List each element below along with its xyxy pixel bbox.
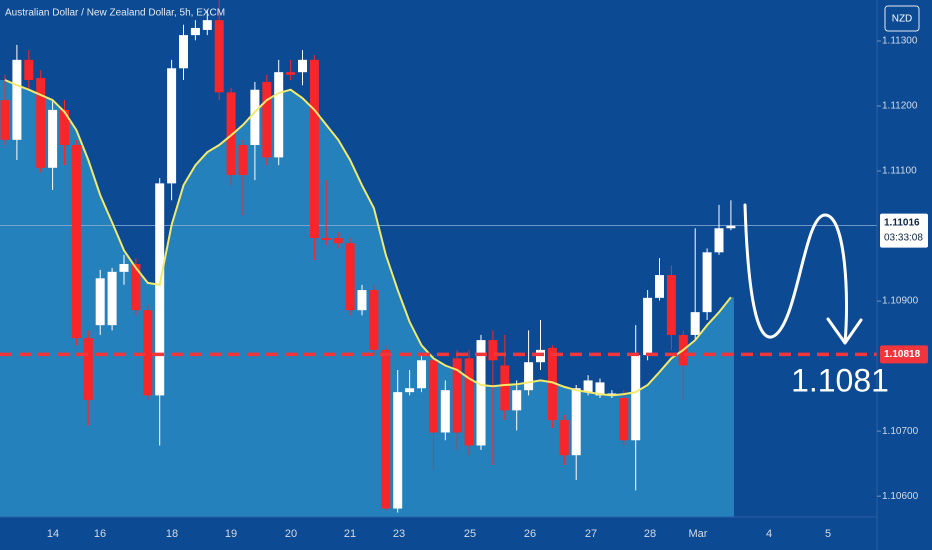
x-tick-label: 23	[393, 528, 405, 540]
y-tick-label: 1.10700	[882, 426, 919, 437]
last-price-box	[880, 213, 928, 248]
y-tick-label: 1.11200	[882, 101, 918, 112]
candle-body	[369, 290, 379, 350]
candle-body	[143, 310, 153, 396]
y-tick-label: 1.11300	[882, 36, 918, 47]
candle-body	[24, 59, 34, 80]
x-tick-label: 28	[644, 528, 656, 540]
level-label: 1.10818	[884, 349, 921, 360]
candle-body	[286, 72, 296, 75]
y-tick-label: 1.11100	[882, 166, 917, 177]
candle-body	[547, 347, 557, 421]
candle-body	[619, 397, 629, 441]
candle-body	[202, 20, 212, 30]
candle-body	[167, 68, 177, 184]
candle-body	[262, 81, 272, 158]
candle-body	[226, 92, 236, 175]
annotation: 1.1081	[791, 362, 889, 398]
candle-body	[488, 340, 498, 361]
x-tick-label: 14	[47, 528, 59, 540]
candle-body	[524, 362, 534, 391]
last-price-label: 1.11016	[884, 217, 920, 228]
x-tick-label: 26	[524, 528, 536, 540]
candle-body	[500, 365, 510, 411]
x-tick-label: 21	[344, 528, 356, 540]
candle-body	[238, 145, 248, 175]
candle-body	[36, 78, 46, 168]
candle-body	[702, 252, 712, 313]
candle-body	[309, 59, 319, 239]
candle-body	[714, 228, 724, 253]
candle-body	[119, 264, 129, 272]
candle-body	[643, 297, 653, 356]
candle-body	[250, 89, 260, 146]
candle-body	[726, 225, 736, 229]
candle-body	[0, 100, 10, 140]
candle-body	[333, 238, 343, 244]
candle-body	[60, 109, 69, 146]
candle-body	[666, 275, 676, 335]
candle-body	[107, 271, 117, 326]
candle-body	[464, 358, 474, 446]
candle-body	[155, 183, 165, 396]
level-box	[880, 345, 928, 364]
candle-body	[71, 145, 81, 339]
x-tick-label: 5	[825, 528, 831, 540]
x-tick-label: 25	[464, 528, 476, 540]
candle-body	[428, 360, 438, 433]
x-tick-label: 19	[225, 528, 237, 540]
plot-area	[0, 0, 877, 517]
x-tick-label: 18	[166, 528, 178, 540]
candle-body	[214, 20, 224, 93]
candle-body	[512, 390, 522, 411]
candle-body	[405, 388, 415, 393]
candle-body	[274, 72, 284, 158]
candle-body	[357, 290, 367, 311]
candle-body	[631, 355, 641, 441]
candle-body	[381, 349, 391, 509]
candle-body	[298, 59, 307, 73]
candle-body	[393, 392, 403, 509]
candle-body	[95, 278, 105, 326]
x-tick-label: 20	[285, 528, 297, 540]
candle-body	[690, 312, 700, 335]
candle-body	[571, 388, 581, 456]
ma-line	[4, 79, 732, 397]
currency-box[interactable]	[884, 5, 920, 32]
candle-body	[583, 380, 593, 393]
candle-body	[179, 35, 188, 69]
x-tick-label: 27	[585, 528, 597, 540]
candle-body	[321, 238, 331, 240]
x-tick-label: Mar	[689, 528, 708, 540]
candle-body	[440, 390, 450, 433]
candle-body	[12, 59, 22, 140]
candle-body	[452, 358, 462, 433]
candle-body	[559, 420, 569, 456]
candle-body	[131, 264, 141, 311]
candle-body	[190, 27, 200, 36]
arrow-head	[826, 317, 863, 345]
currency-label[interactable]: NZD	[892, 14, 913, 25]
candle-body	[476, 340, 486, 446]
x-tick-label: 16	[94, 528, 106, 540]
projection-arrow	[743, 203, 849, 344]
x-tick-label: 4	[766, 528, 772, 540]
candle-body	[655, 275, 664, 298]
chart-title: Australian Dollar / New Zealand Dollar, …	[5, 8, 225, 19]
candle-body	[595, 382, 605, 396]
y-tick-label: 1.10600	[882, 491, 919, 502]
candle-body	[83, 338, 93, 400]
candle-body	[48, 109, 58, 168]
y-tick-label: 1.10900	[882, 296, 919, 307]
countdown-label: 03:33:08	[884, 232, 923, 243]
candle-body	[417, 360, 426, 389]
candle-body	[345, 243, 355, 311]
